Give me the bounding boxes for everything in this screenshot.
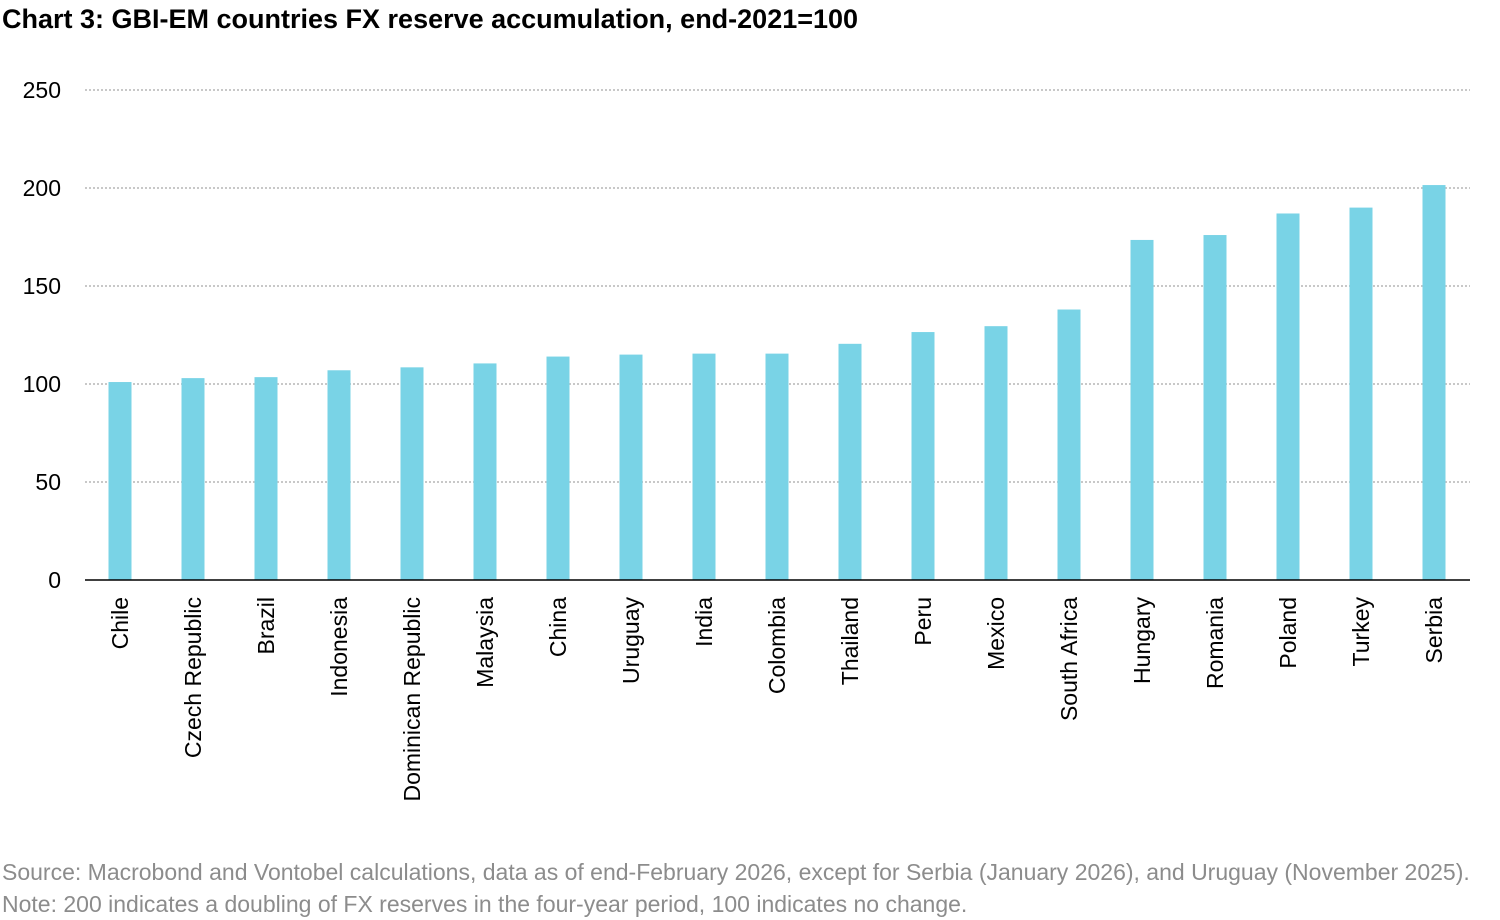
x-tick-label: Thailand	[837, 597, 863, 685]
x-tick-label: Uruguay	[618, 597, 644, 684]
bar	[108, 382, 132, 580]
x-tick-label: Brazil	[253, 597, 279, 655]
y-tick-label: 50	[35, 469, 61, 495]
bar	[1349, 207, 1373, 580]
y-tick-label: 250	[23, 77, 61, 103]
bar	[1276, 213, 1300, 581]
bar	[400, 367, 424, 580]
bar	[765, 353, 789, 580]
bar	[327, 370, 351, 580]
bar	[254, 377, 278, 580]
bar	[181, 378, 205, 580]
bar	[838, 343, 862, 580]
x-tick-label: Chile	[107, 597, 133, 649]
x-tick-label: Poland	[1275, 597, 1301, 669]
bar	[1130, 239, 1154, 580]
x-tick-label: Turkey	[1348, 597, 1374, 667]
bar	[546, 356, 570, 580]
bar	[1057, 309, 1081, 580]
chart-title: Chart 3: GBI-EM countries FX reserve acc…	[2, 4, 859, 34]
x-tick-label: Indonesia	[326, 597, 352, 697]
bar	[692, 353, 716, 580]
x-tick-label: Malaysia	[472, 597, 498, 688]
x-tick-label: Mexico	[983, 597, 1009, 670]
bar	[911, 332, 935, 580]
y-tick-label: 200	[23, 175, 61, 201]
x-tick-label: Serbia	[1421, 597, 1447, 664]
bar	[473, 363, 497, 580]
x-tick-label: Hungary	[1129, 597, 1155, 684]
x-tick-label: Romania	[1202, 597, 1228, 689]
bar	[1203, 235, 1227, 581]
y-tick-label: 150	[23, 273, 61, 299]
x-tick-label: Czech Republic	[180, 597, 206, 758]
x-tick-label: India	[691, 597, 717, 647]
source-note: Source: Macrobond and Vontobel calculati…	[2, 859, 1470, 917]
x-tick-label: South Africa	[1056, 597, 1082, 721]
y-tick-label: 0	[48, 567, 61, 593]
x-tick-label: Peru	[910, 597, 936, 646]
bar	[1422, 185, 1446, 580]
x-tick-label: Dominican Republic	[399, 597, 425, 802]
bar	[984, 326, 1008, 580]
y-tick-label: 100	[23, 371, 61, 397]
bar	[619, 354, 643, 580]
x-tick-label: Colombia	[764, 597, 790, 694]
x-tick-label: China	[545, 597, 571, 657]
